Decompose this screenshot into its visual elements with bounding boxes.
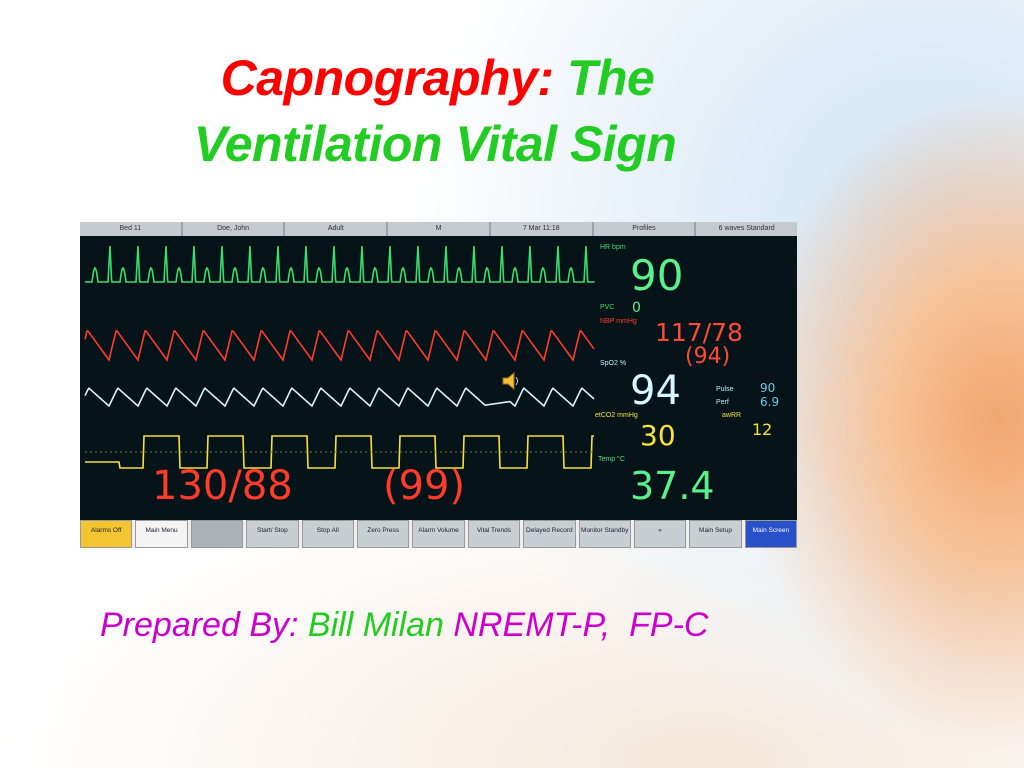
- monitor-button[interactable]: Main Screen: [744, 520, 797, 548]
- header-profiles: Profiles: [593, 222, 695, 236]
- monitor-button-bar: Alarms Off Main Menu Start/ Stop Stop All Ze…: [80, 520, 797, 548]
- header-sex: M: [388, 222, 489, 236]
- monitor-button[interactable]: Main Menu: [135, 520, 188, 548]
- subtitle: Prepared By: Bill Milan NREMT-P, FP-C: [100, 606, 708, 645]
- monitor-button[interactable]: [190, 520, 244, 548]
- waveforms: [84, 245, 595, 469]
- monitor-header: Bed 11 Doe, John Adult M 7 Mar 11:18 Pro…: [80, 222, 797, 236]
- co2-waveform: [85, 435, 594, 469]
- monitor-button[interactable]: Zero Press: [356, 520, 410, 548]
- awrr-value: 12: [752, 420, 773, 439]
- etco2-value: 30: [640, 419, 676, 452]
- abp-waveform: [84, 330, 595, 362]
- speaker-icon[interactable]: [500, 370, 522, 392]
- pulse-label: Pulse: [716, 386, 734, 393]
- monitor-button[interactable]: Alarms Off: [80, 520, 133, 548]
- author-name: Bill Milan: [307, 606, 444, 644]
- title-the: The: [566, 50, 655, 106]
- monitor-button[interactable]: Alarm Volume: [412, 520, 465, 548]
- header-adult: Adult: [285, 222, 387, 236]
- header-waves: 6 waves Standard: [696, 222, 797, 236]
- awrr-label: awRR: [722, 412, 742, 419]
- hr-value: 90: [630, 251, 684, 300]
- monitor-button[interactable]: Monitor Standby: [578, 520, 631, 548]
- monitor-button[interactable]: Start/ Stop: [246, 520, 299, 548]
- pleth-waveform: [84, 387, 595, 408]
- spo2-label: SpO2 %: [600, 360, 627, 367]
- author-credentials: NREMT-P, FP-C: [453, 606, 709, 644]
- temp-value: 37.4: [630, 464, 715, 508]
- monitor-button[interactable]: »: [633, 520, 687, 548]
- abp-mean: (99): [383, 463, 466, 509]
- monitor-button[interactable]: Delayed Record: [523, 520, 576, 548]
- nbp-value: 117/78: [655, 318, 743, 347]
- ecg-waveform: [85, 245, 595, 283]
- title-line-2: Ventilation Vital Sign: [193, 116, 677, 172]
- pulse-value: 90: [760, 381, 776, 395]
- monitor-button[interactable]: Main Setup: [689, 520, 742, 548]
- etco2-label: etCO2 mmHg: [595, 412, 638, 419]
- abp-value: 130/88: [152, 463, 293, 509]
- title-capnography: Capnography:: [220, 50, 554, 106]
- nbp-label: NBP mmHg: [600, 318, 637, 325]
- nbp-mean: (94): [685, 344, 731, 369]
- pvc-label: PVC: [600, 304, 615, 311]
- temp-label: Temp °C: [598, 456, 625, 463]
- monitor-button[interactable]: Stop All: [301, 520, 354, 548]
- monitor-button[interactable]: Vital Trends: [467, 520, 521, 548]
- header-date: 7 Mar 11:18: [490, 222, 592, 236]
- perf-label: Perf: [716, 399, 729, 406]
- header-patient: Doe, John: [182, 222, 284, 236]
- header-bed: Bed 11: [80, 222, 181, 236]
- prepared-by-label: Prepared By:: [100, 606, 299, 644]
- hr-label: HR bpm: [600, 244, 626, 251]
- pvc-value: 0: [632, 300, 641, 316]
- title-line-1: Capnography: The: [0, 48, 875, 108]
- perf-value: 6.9: [760, 395, 780, 409]
- spo2-value: 94: [630, 368, 681, 414]
- patient-monitor-image: Bed 11 Doe, John Adult M 7 Mar 11:18 Pro…: [80, 222, 797, 548]
